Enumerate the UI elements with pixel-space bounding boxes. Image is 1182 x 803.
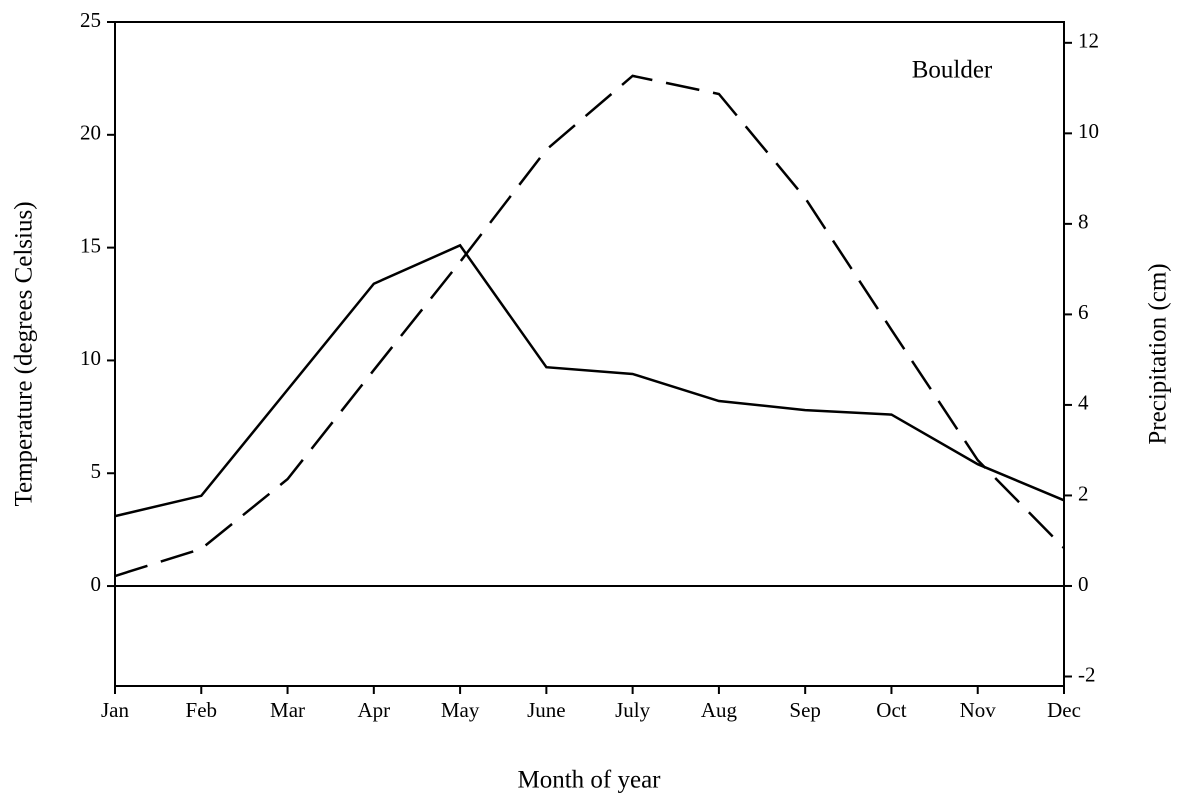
y2-tick-label: 6 — [1078, 300, 1089, 324]
x-tick-label: July — [615, 698, 651, 722]
x-tick-label: June — [527, 698, 566, 722]
y2-tick-label: 0 — [1078, 572, 1089, 596]
x-tick-label: Sep — [789, 698, 821, 722]
y2-tick-label: 12 — [1078, 29, 1099, 53]
x-tick-label: Nov — [960, 698, 997, 722]
x-tick-label: Feb — [186, 698, 218, 722]
x-tick-label: Dec — [1047, 698, 1081, 722]
y-tick-label: 5 — [91, 459, 102, 483]
x-tick-label: Jan — [101, 698, 129, 722]
y-axis-label: Temperature (degrees Celsius) — [11, 201, 38, 506]
y2-tick-label: -2 — [1078, 662, 1096, 686]
x-axis-label: Month of year — [517, 767, 661, 794]
x-tick-label: Mar — [270, 698, 305, 722]
x-tick-label: May — [441, 698, 480, 722]
y2-tick-label: 8 — [1078, 210, 1089, 234]
y-tick-label: 10 — [80, 346, 101, 370]
x-tick-label: Aug — [701, 698, 738, 722]
y-tick-label: 15 — [80, 233, 101, 257]
line-series — [114, 74, 1065, 578]
y-tick-label: 20 — [80, 121, 101, 145]
y2-tick-label: 2 — [1078, 481, 1089, 505]
x-tick-label: Apr — [357, 698, 390, 722]
x-tick-label: Oct — [876, 698, 906, 722]
y-tick-label: 25 — [80, 8, 101, 32]
plot-frame — [114, 21, 1065, 687]
y-tick-label: 0 — [91, 572, 102, 596]
y2-tick-label: 4 — [1078, 391, 1089, 415]
y2-axis-label: Precipitation (cm) — [1145, 263, 1172, 444]
line-series — [114, 243, 1065, 518]
annotation: Boulder — [912, 57, 993, 84]
y2-tick-label: 10 — [1078, 119, 1099, 143]
